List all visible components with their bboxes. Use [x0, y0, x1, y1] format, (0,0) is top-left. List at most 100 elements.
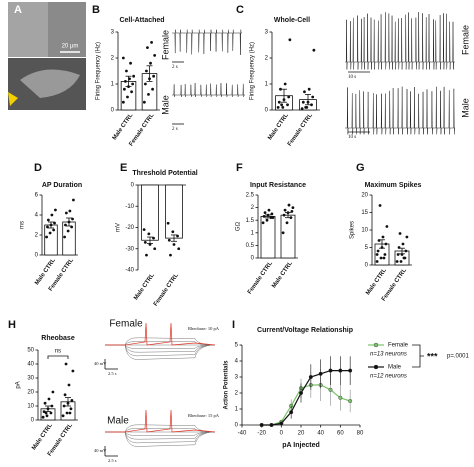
x-tick-label: Female CTRL [153, 272, 180, 307]
data-point [51, 390, 55, 394]
time-scale-label: 10 s [348, 135, 356, 140]
data-point [64, 362, 68, 366]
y-tick-label: 50 [27, 348, 34, 354]
trace-label: Female [160, 30, 170, 60]
x-tick-label: Male CTRL [271, 260, 294, 289]
panel-label: G [356, 162, 365, 174]
data-point [380, 246, 384, 249]
data-point [64, 211, 68, 215]
data-point [68, 209, 72, 213]
x-tick-label: Female CTRL [247, 260, 274, 295]
legend-marker [373, 364, 379, 370]
data-point [145, 69, 148, 73]
data-point [124, 80, 127, 83]
y-tick-label: 2 [235, 391, 239, 397]
data-point [70, 225, 74, 229]
data-point [281, 231, 285, 235]
x-tick-label: 40 [317, 431, 324, 437]
y-tick-label: 0 [131, 183, 135, 189]
step-trace [105, 344, 216, 353]
y-axis-label: Firing Frequency (Hz) [250, 42, 256, 100]
step-trace [105, 431, 216, 444]
p-value: p=.0001 [447, 354, 470, 360]
marker [308, 375, 313, 380]
data-point [147, 232, 151, 236]
rheobase-note: Rheobase: 15 pA [188, 413, 220, 418]
data-point [378, 204, 382, 207]
data-point [377, 239, 381, 242]
y-tick-label: 10 [27, 404, 34, 410]
voltage-trace [172, 29, 242, 55]
data-point [68, 411, 72, 415]
data-point [47, 397, 51, 401]
y-tick-label: 2 [265, 56, 269, 62]
y-tick-label: 3 [111, 30, 115, 36]
y-axis-label: pA [16, 381, 22, 388]
data-point [382, 256, 386, 260]
y-tick-label: 40 [27, 362, 34, 368]
y-tick-label: -20 [125, 225, 134, 231]
data-point [45, 414, 49, 418]
y-tick-label: 0 [235, 423, 239, 429]
time-scale-label: 2 s [172, 127, 178, 132]
y-tick-label: 1.5 [246, 218, 255, 224]
y-axis-label: mV [116, 223, 122, 232]
data-point [405, 235, 409, 239]
data-point [46, 225, 49, 229]
y-tick-label: 2 [251, 205, 255, 211]
data-point [266, 213, 270, 217]
data-point [63, 235, 66, 239]
data-point [283, 82, 287, 86]
y-tick-label: 3 [265, 30, 269, 36]
data-point [263, 211, 267, 215]
x-tick-label: Male CTRL [112, 112, 135, 141]
y-tick-label: -40 [125, 268, 134, 274]
data-point [130, 90, 133, 94]
data-point [401, 242, 405, 246]
data-point [46, 218, 50, 222]
voltage-trace [345, 86, 455, 135]
y-tick-label: 5 [235, 343, 239, 349]
legend-marker [373, 342, 379, 348]
marker [318, 371, 323, 376]
y-tick-label: 0 [265, 108, 269, 114]
data-point [280, 103, 284, 107]
x-tick-label: Male CTRL [133, 272, 156, 301]
data-point [72, 198, 75, 202]
significance-bracket [47, 355, 69, 359]
x-tick-label: -40 [238, 431, 247, 437]
trace-label: Male [160, 95, 170, 115]
marker [259, 423, 264, 428]
data-point [400, 253, 404, 256]
data-point [379, 256, 383, 260]
data-point [127, 85, 130, 88]
data-point [152, 74, 156, 78]
data-point [169, 253, 172, 257]
data-point [269, 216, 273, 220]
x-tick-label: 60 [337, 431, 344, 437]
data-point [290, 209, 294, 213]
data-point [281, 106, 285, 109]
y-tick-label: 2 [111, 56, 115, 62]
y-axis-label: GΩ [236, 221, 242, 231]
data-point [270, 212, 274, 216]
step-trace [105, 344, 216, 357]
step-trace [105, 341, 216, 346]
data-point [125, 69, 128, 73]
marker [299, 391, 304, 396]
data-point [70, 399, 74, 402]
marker [338, 395, 343, 400]
legend-label: Female [388, 343, 409, 349]
data-point [376, 249, 380, 253]
legend-note: n=13 neurons [370, 352, 407, 358]
data-point [49, 411, 53, 415]
x-axis-label: pA Injected [282, 442, 319, 449]
scale-bar-label: 20 µm [62, 44, 79, 50]
data-point [395, 260, 399, 263]
data-point [375, 260, 379, 263]
data-point [177, 247, 181, 251]
chart-title: Cell-Attached [119, 17, 164, 24]
data-point [43, 401, 47, 405]
panel-label: I [232, 319, 235, 331]
